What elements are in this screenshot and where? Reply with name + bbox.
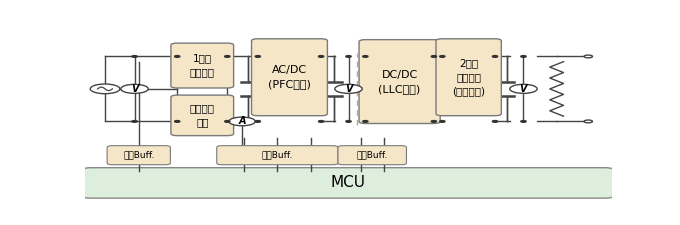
FancyBboxPatch shape	[436, 39, 501, 116]
Text: DC/DC
(LLC回路): DC/DC (LLC回路)	[379, 70, 421, 94]
Circle shape	[440, 56, 445, 57]
FancyBboxPatch shape	[252, 39, 327, 116]
Circle shape	[492, 121, 498, 122]
Text: 1次側
整流回路: 1次側 整流回路	[190, 54, 215, 78]
Text: 絶縁Buff.: 絶縁Buff.	[356, 151, 388, 160]
Circle shape	[175, 56, 180, 57]
Circle shape	[584, 120, 592, 123]
Circle shape	[255, 121, 260, 122]
Circle shape	[431, 56, 437, 57]
Circle shape	[346, 56, 351, 57]
Text: 突入防止
回路: 突入防止 回路	[190, 103, 215, 127]
Circle shape	[362, 121, 368, 122]
Circle shape	[224, 121, 230, 122]
FancyBboxPatch shape	[107, 146, 171, 165]
Circle shape	[510, 84, 537, 93]
Circle shape	[132, 56, 137, 57]
Circle shape	[521, 121, 526, 122]
Text: 2次側
整流回路
(同期整流): 2次側 整流回路 (同期整流)	[452, 58, 485, 96]
Text: V: V	[131, 84, 138, 94]
Circle shape	[121, 84, 148, 93]
FancyBboxPatch shape	[82, 168, 614, 198]
Circle shape	[318, 56, 324, 57]
Circle shape	[584, 55, 592, 58]
Text: 絶縁Buff.: 絶縁Buff.	[123, 151, 154, 160]
Text: MCU: MCU	[330, 176, 365, 190]
Circle shape	[132, 121, 137, 122]
Text: 絶縁Buff.: 絶縁Buff.	[262, 151, 293, 160]
FancyBboxPatch shape	[338, 146, 407, 165]
Text: AC/DC
(PFC回路): AC/DC (PFC回路)	[268, 65, 311, 89]
Circle shape	[492, 56, 498, 57]
FancyBboxPatch shape	[359, 40, 440, 124]
Circle shape	[90, 84, 120, 94]
Circle shape	[335, 84, 362, 93]
Circle shape	[362, 56, 368, 57]
Circle shape	[224, 56, 230, 57]
Circle shape	[255, 56, 260, 57]
Circle shape	[346, 121, 351, 122]
Text: A: A	[238, 116, 245, 126]
Text: V: V	[520, 84, 527, 94]
Circle shape	[431, 121, 437, 122]
Circle shape	[440, 121, 445, 122]
Circle shape	[175, 121, 180, 122]
FancyBboxPatch shape	[171, 43, 234, 88]
FancyBboxPatch shape	[217, 146, 338, 165]
Circle shape	[521, 56, 526, 57]
Circle shape	[229, 117, 255, 126]
FancyBboxPatch shape	[171, 95, 234, 136]
Circle shape	[318, 121, 324, 122]
Text: V: V	[345, 84, 352, 94]
